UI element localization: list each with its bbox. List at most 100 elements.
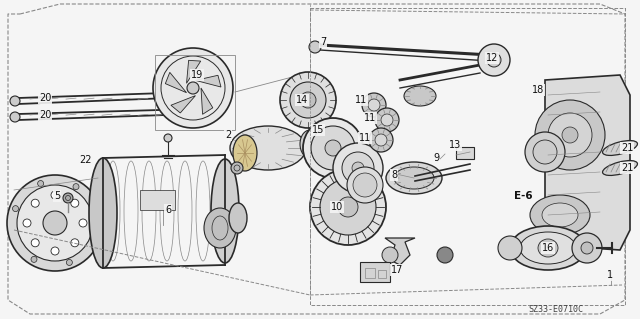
Circle shape (290, 82, 326, 118)
Ellipse shape (394, 167, 434, 189)
Circle shape (31, 239, 39, 247)
Text: 20: 20 (39, 110, 51, 120)
Text: 1: 1 (607, 270, 613, 280)
Ellipse shape (233, 135, 257, 171)
Text: 11: 11 (364, 113, 376, 123)
Bar (365, 268, 375, 278)
Ellipse shape (300, 130, 320, 158)
Text: 17: 17 (391, 265, 403, 275)
Polygon shape (165, 72, 186, 93)
Bar (378, 270, 386, 278)
Text: 21: 21 (621, 163, 633, 173)
Circle shape (303, 118, 363, 178)
Text: 9: 9 (433, 153, 439, 163)
Circle shape (7, 175, 103, 271)
Circle shape (43, 211, 67, 235)
Ellipse shape (211, 159, 239, 263)
Circle shape (10, 112, 20, 122)
Text: 6: 6 (165, 205, 171, 215)
Ellipse shape (530, 195, 590, 235)
Text: 15: 15 (312, 125, 324, 135)
Circle shape (375, 134, 387, 146)
Circle shape (381, 114, 393, 126)
Circle shape (67, 259, 72, 265)
Circle shape (338, 197, 358, 217)
Text: 10: 10 (331, 202, 343, 212)
Text: SZ33-E0710C: SZ33-E0710C (529, 306, 584, 315)
Ellipse shape (404, 86, 436, 106)
Circle shape (63, 193, 73, 203)
Circle shape (280, 72, 336, 128)
Circle shape (159, 201, 167, 209)
Circle shape (187, 82, 199, 94)
Text: E-6: E-6 (514, 191, 532, 201)
Polygon shape (385, 238, 415, 265)
Text: 14: 14 (296, 95, 308, 105)
Ellipse shape (510, 226, 586, 270)
Polygon shape (545, 75, 630, 250)
Circle shape (193, 106, 203, 116)
Ellipse shape (386, 162, 442, 194)
Ellipse shape (204, 208, 236, 248)
Circle shape (73, 184, 79, 189)
Ellipse shape (602, 141, 637, 155)
Text: 13: 13 (449, 140, 461, 150)
Circle shape (353, 173, 377, 197)
Circle shape (581, 242, 593, 254)
Text: 16: 16 (542, 243, 554, 253)
Polygon shape (195, 75, 221, 87)
Circle shape (333, 143, 383, 193)
Circle shape (347, 167, 383, 203)
Ellipse shape (520, 232, 576, 264)
Circle shape (362, 93, 386, 117)
Circle shape (13, 206, 19, 211)
Circle shape (23, 219, 31, 227)
Circle shape (320, 179, 376, 235)
Ellipse shape (89, 158, 117, 268)
Circle shape (498, 236, 522, 260)
Circle shape (51, 191, 59, 199)
Circle shape (572, 233, 602, 263)
Ellipse shape (230, 126, 306, 170)
Text: 20: 20 (39, 93, 51, 103)
Circle shape (10, 96, 20, 106)
Circle shape (342, 152, 374, 184)
Bar (155, 55, 235, 130)
Text: 11: 11 (355, 95, 367, 105)
Circle shape (562, 127, 578, 143)
Circle shape (51, 247, 59, 255)
Ellipse shape (229, 203, 247, 233)
Circle shape (533, 140, 557, 164)
Circle shape (369, 128, 393, 152)
Text: 8: 8 (391, 170, 397, 180)
Text: 19: 19 (191, 70, 203, 80)
Circle shape (525, 132, 565, 172)
Circle shape (368, 99, 380, 111)
Circle shape (548, 113, 592, 157)
Circle shape (300, 92, 316, 108)
Polygon shape (186, 60, 201, 83)
Text: 5: 5 (54, 191, 60, 201)
Text: 11: 11 (359, 133, 371, 143)
Polygon shape (171, 96, 195, 113)
Ellipse shape (538, 239, 558, 257)
Text: 21: 21 (621, 143, 633, 153)
Circle shape (164, 134, 172, 142)
Circle shape (71, 199, 79, 207)
Circle shape (231, 162, 243, 174)
Circle shape (437, 247, 453, 263)
Polygon shape (201, 88, 212, 114)
Circle shape (153, 48, 233, 128)
Text: 18: 18 (532, 85, 544, 95)
Circle shape (375, 108, 399, 132)
Circle shape (535, 100, 605, 170)
Circle shape (325, 140, 341, 156)
Ellipse shape (602, 160, 637, 175)
Circle shape (17, 185, 93, 261)
Circle shape (310, 169, 386, 245)
Circle shape (92, 234, 97, 240)
Text: 12: 12 (486, 53, 498, 63)
Circle shape (79, 219, 87, 227)
Bar (140, 190, 175, 210)
Circle shape (193, 88, 203, 98)
